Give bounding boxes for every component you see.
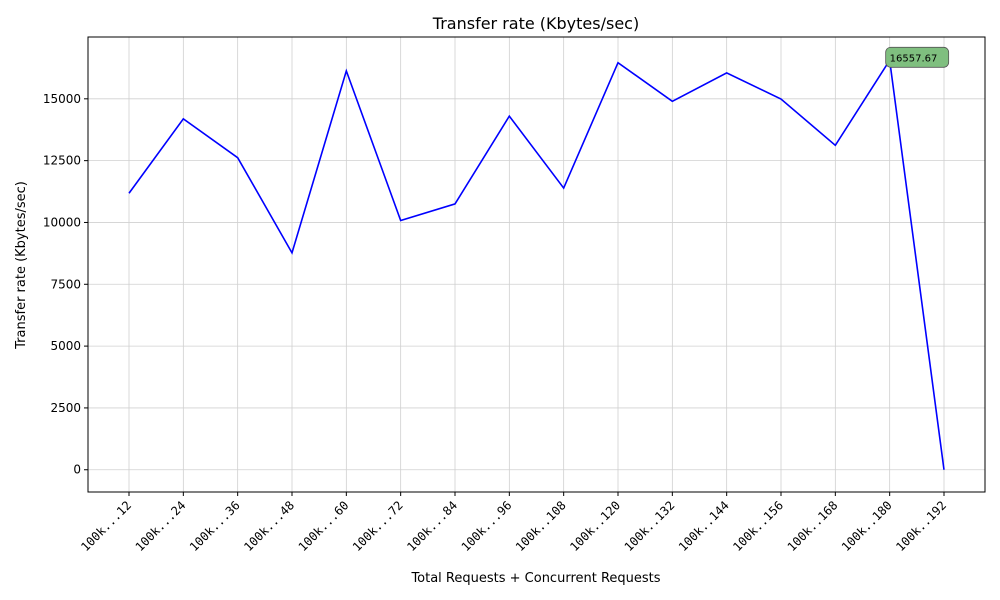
x-tick-label: 100k..120 <box>567 498 623 554</box>
grid-lines <box>88 37 985 492</box>
x-tick-label: 100k..192 <box>893 498 949 554</box>
x-tick-label: 100k...84 <box>404 498 460 554</box>
x-tick-label: 100k...72 <box>350 498 406 554</box>
y-tick-label: 5000 <box>50 339 81 353</box>
max-annotation: 16557.67 <box>885 46 950 68</box>
y-tick-label: 12500 <box>43 154 81 168</box>
x-tick-label: 100k...12 <box>78 498 134 554</box>
y-tick-label: 15000 <box>43 92 81 106</box>
x-tick-label: 100k..132 <box>622 498 678 554</box>
y-tick-label: 0 <box>73 463 81 477</box>
x-tick-label: 100k..180 <box>839 498 895 554</box>
y-axis-ticks: 0 2500 5000 7500 10000 12500 15000 <box>43 92 88 477</box>
series-line <box>128 58 945 470</box>
plot-area <box>128 58 945 470</box>
chart-title: Transfer rate (Kbytes/sec) <box>432 14 639 33</box>
annotation-box <box>885 46 950 68</box>
annotation-label: 16557.67 <box>890 53 938 64</box>
y-axis-label: Transfer rate (Kbytes/sec) <box>14 181 29 350</box>
x-tick-label: 100k...48 <box>241 498 297 554</box>
x-tick-label: 100k...60 <box>296 498 352 554</box>
x-axis-label: Total Requests + Concurrent Requests <box>410 571 660 586</box>
y-tick-label: 10000 <box>43 215 81 229</box>
x-tick-label: 100k...24 <box>133 498 189 554</box>
x-tick-label: 100k...36 <box>187 498 243 554</box>
x-tick-label: 100k...96 <box>459 498 515 554</box>
plot-frame <box>87 36 986 493</box>
y-tick-label: 7500 <box>50 277 81 291</box>
x-tick-label: 100k..156 <box>730 498 786 554</box>
x-tick-label: 100k..108 <box>513 498 569 554</box>
y-tick-label: 2500 <box>50 401 81 415</box>
x-tick-label: 100k..168 <box>785 498 841 554</box>
x-tick-label: 100k..144 <box>676 498 732 554</box>
x-axis-ticks: 100k...12100k...24100k...36100k...48100k… <box>78 492 949 554</box>
